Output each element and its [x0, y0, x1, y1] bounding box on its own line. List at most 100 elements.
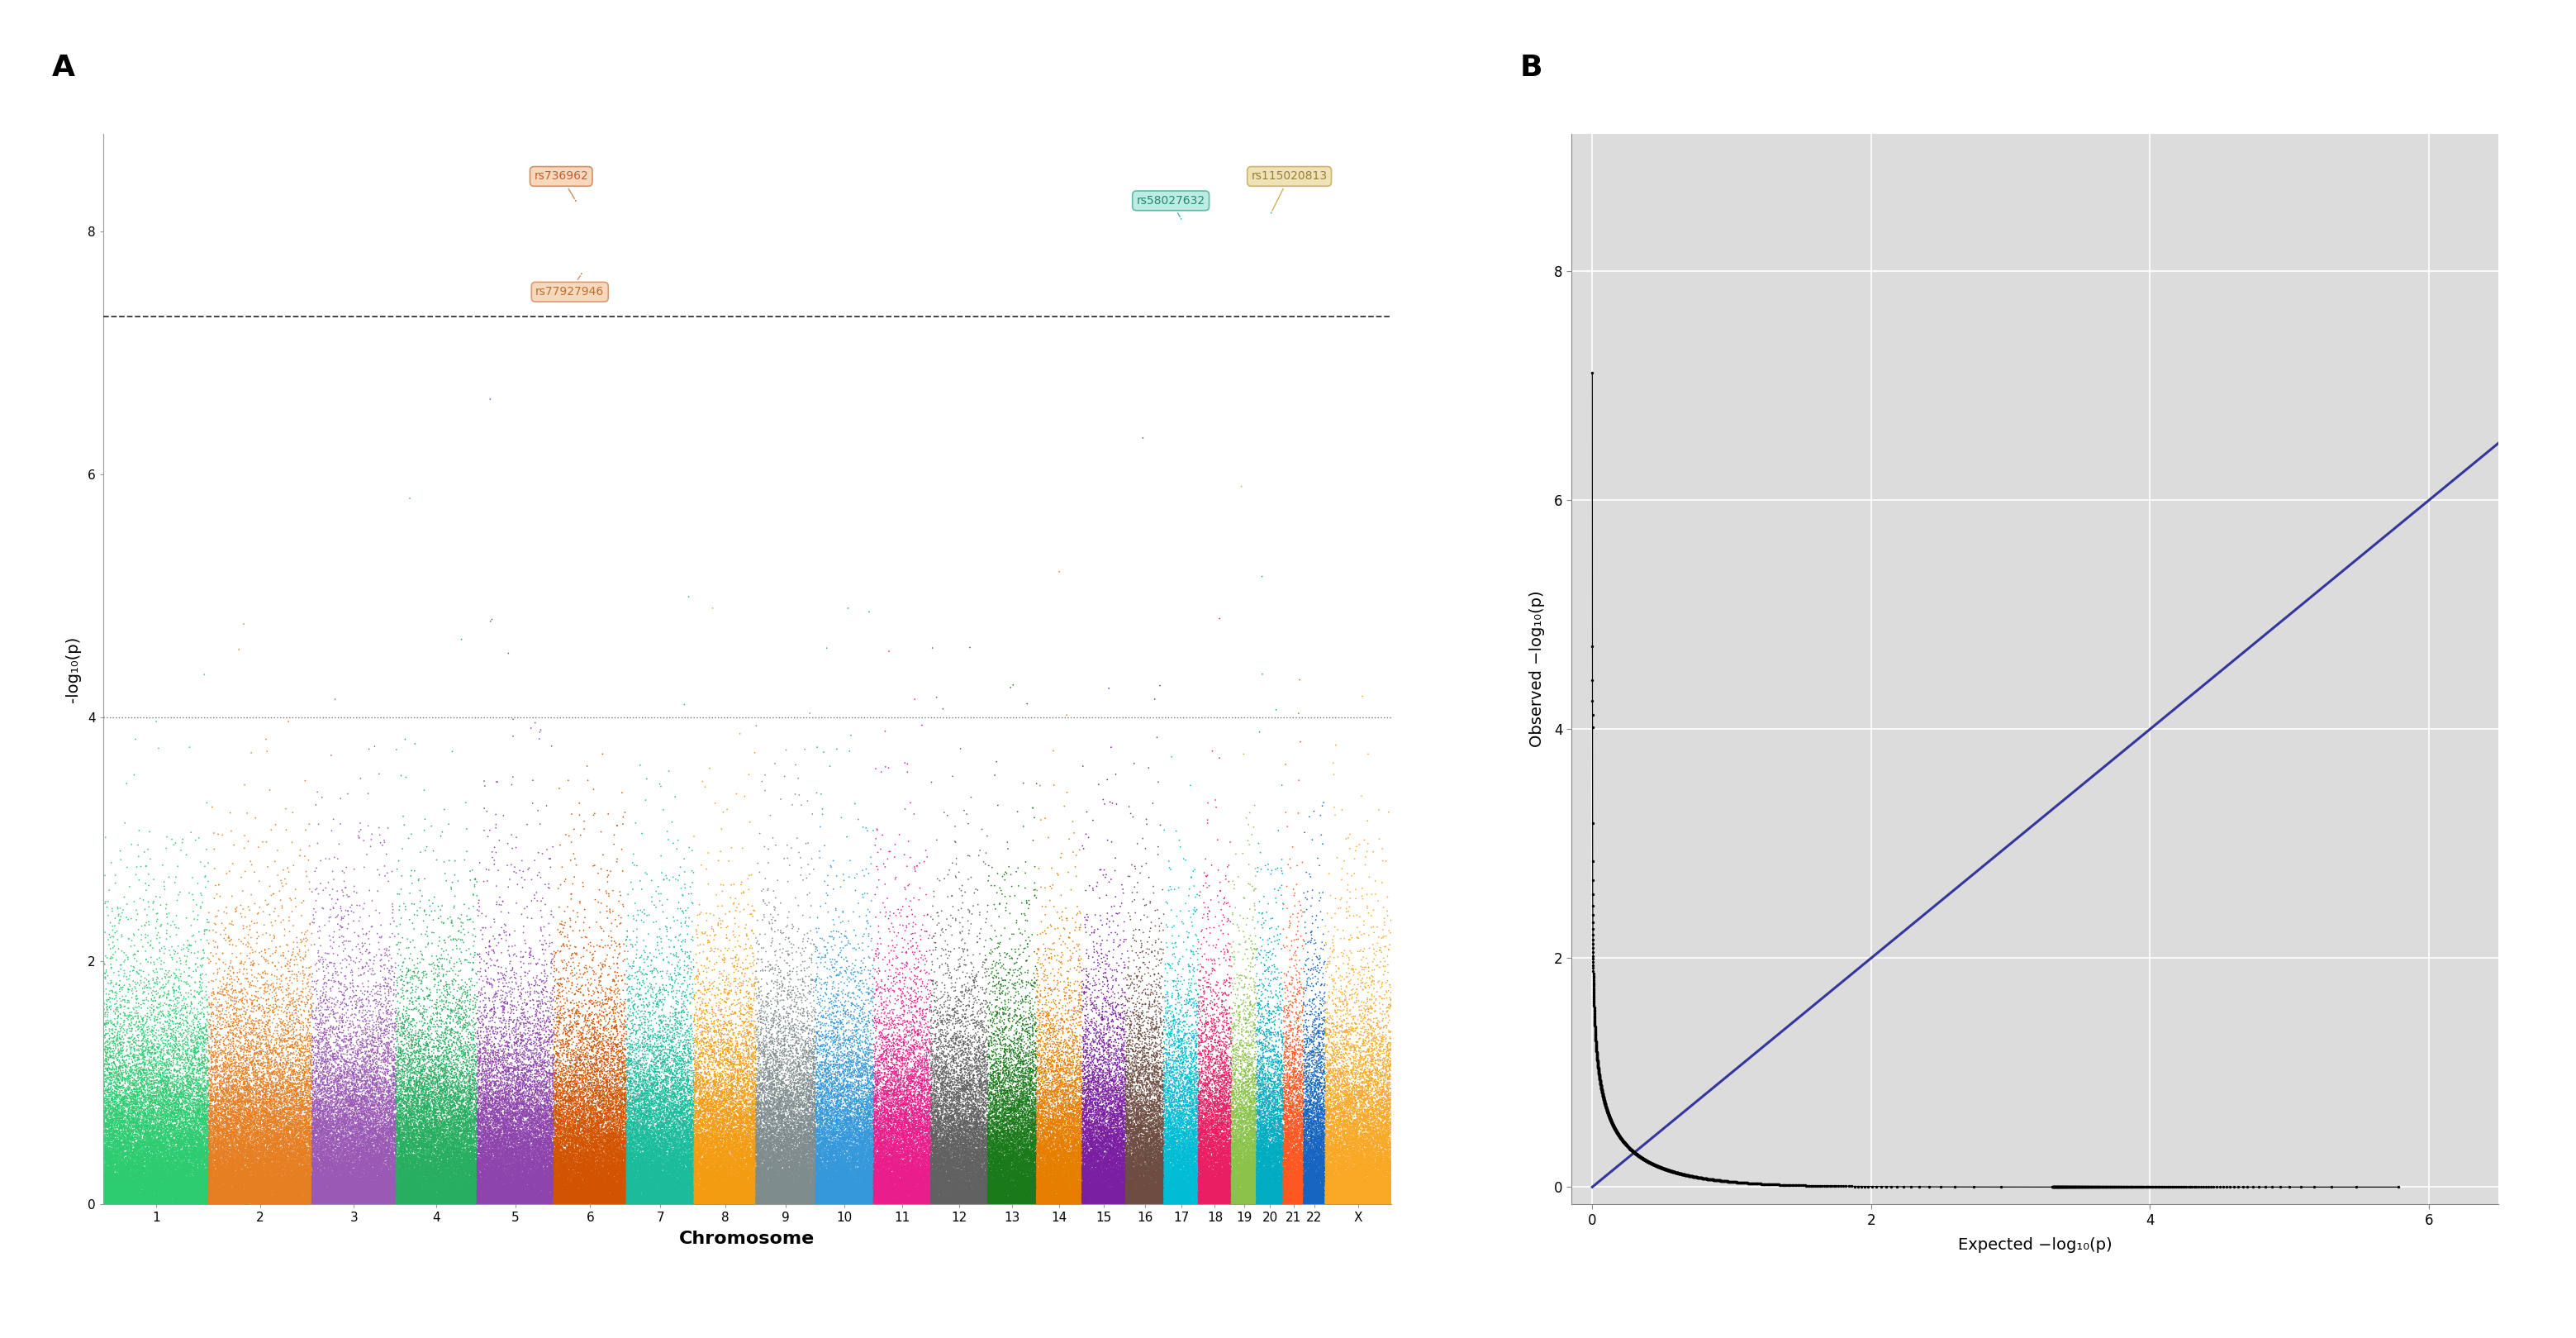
Point — [621, 1097, 662, 1119]
Point — [744, 1148, 786, 1169]
Point — [482, 1164, 523, 1185]
Point — [1342, 888, 1383, 910]
Point — [1370, 1189, 1412, 1211]
Point — [1329, 1176, 1370, 1198]
Point — [657, 1184, 698, 1206]
Point — [698, 1185, 739, 1207]
Point — [1170, 1187, 1211, 1208]
Point — [224, 1141, 265, 1163]
Point — [412, 1030, 453, 1052]
Point — [350, 1161, 392, 1183]
Point — [265, 1111, 307, 1132]
Point — [945, 1155, 987, 1176]
Point — [1288, 1183, 1329, 1204]
Point — [479, 1113, 520, 1135]
Point — [291, 1179, 332, 1200]
Point — [1226, 1101, 1267, 1123]
Point — [935, 1168, 976, 1189]
Point — [1072, 1155, 1113, 1176]
Point — [690, 1164, 732, 1185]
Point — [330, 1188, 371, 1210]
Point — [1260, 1153, 1301, 1175]
Point — [260, 1077, 301, 1098]
Point — [744, 1191, 786, 1212]
Point — [605, 1164, 647, 1185]
Point — [448, 1070, 489, 1092]
Point — [835, 1117, 876, 1139]
Point — [554, 1167, 595, 1188]
Point — [1252, 1193, 1293, 1215]
Point — [309, 1136, 350, 1157]
Point — [500, 1180, 541, 1202]
Point — [984, 1188, 1025, 1210]
Point — [788, 1119, 829, 1140]
Point — [729, 1101, 770, 1123]
Point — [1257, 1160, 1298, 1181]
Point — [268, 1131, 309, 1152]
Point — [1301, 1068, 1342, 1089]
Point — [1288, 1104, 1329, 1125]
Point — [744, 1153, 786, 1175]
Point — [817, 1165, 858, 1187]
Point — [904, 1192, 945, 1214]
Point — [330, 1168, 371, 1189]
Point — [1090, 1117, 1131, 1139]
Point — [621, 1188, 662, 1210]
Point — [781, 1133, 822, 1155]
Point — [389, 1180, 430, 1202]
Point — [85, 1003, 126, 1025]
Point — [1190, 1187, 1231, 1208]
Point — [871, 1192, 912, 1214]
Point — [464, 1148, 505, 1169]
Point — [301, 1163, 343, 1184]
Point — [456, 1187, 497, 1208]
Point — [198, 1123, 240, 1144]
Point — [696, 1185, 737, 1207]
Point — [82, 1113, 124, 1135]
Point — [940, 1116, 981, 1137]
Point — [1077, 1177, 1118, 1199]
Point — [392, 1183, 433, 1204]
Point — [824, 1090, 866, 1112]
Point — [1267, 1137, 1309, 1159]
Point — [1347, 1193, 1388, 1215]
Point — [173, 1187, 214, 1208]
Point — [1278, 1123, 1319, 1144]
Point — [1136, 1181, 1177, 1203]
Point — [693, 1041, 734, 1062]
Point — [729, 1151, 770, 1172]
Point — [1110, 1191, 1151, 1212]
Point — [1028, 1191, 1069, 1212]
Point — [1097, 1127, 1139, 1148]
Point — [309, 1179, 350, 1200]
Point — [440, 1021, 482, 1042]
Point — [1072, 1181, 1113, 1203]
Point — [538, 1120, 580, 1141]
Point — [680, 1192, 721, 1214]
Point — [608, 1076, 649, 1097]
Point — [556, 1129, 598, 1151]
Point — [1358, 1172, 1399, 1193]
Point — [1260, 1168, 1301, 1189]
Point — [1182, 1173, 1224, 1195]
Point — [126, 1136, 167, 1157]
Point — [708, 1133, 750, 1155]
Point — [654, 1172, 696, 1193]
Point — [317, 1192, 358, 1214]
Point — [788, 1193, 829, 1215]
Point — [793, 1100, 835, 1121]
Point — [904, 1177, 945, 1199]
Point — [1159, 1179, 1200, 1200]
Point — [902, 1185, 943, 1207]
Point — [997, 1180, 1038, 1202]
Point — [461, 1180, 502, 1202]
Point — [307, 1111, 348, 1132]
Point — [1030, 1161, 1072, 1183]
Point — [1170, 1185, 1211, 1207]
Point — [479, 1168, 520, 1189]
Point — [1141, 1180, 1182, 1202]
Point — [623, 1082, 665, 1104]
Point — [451, 1180, 492, 1202]
Point — [1139, 1169, 1180, 1191]
Point — [559, 1168, 600, 1189]
